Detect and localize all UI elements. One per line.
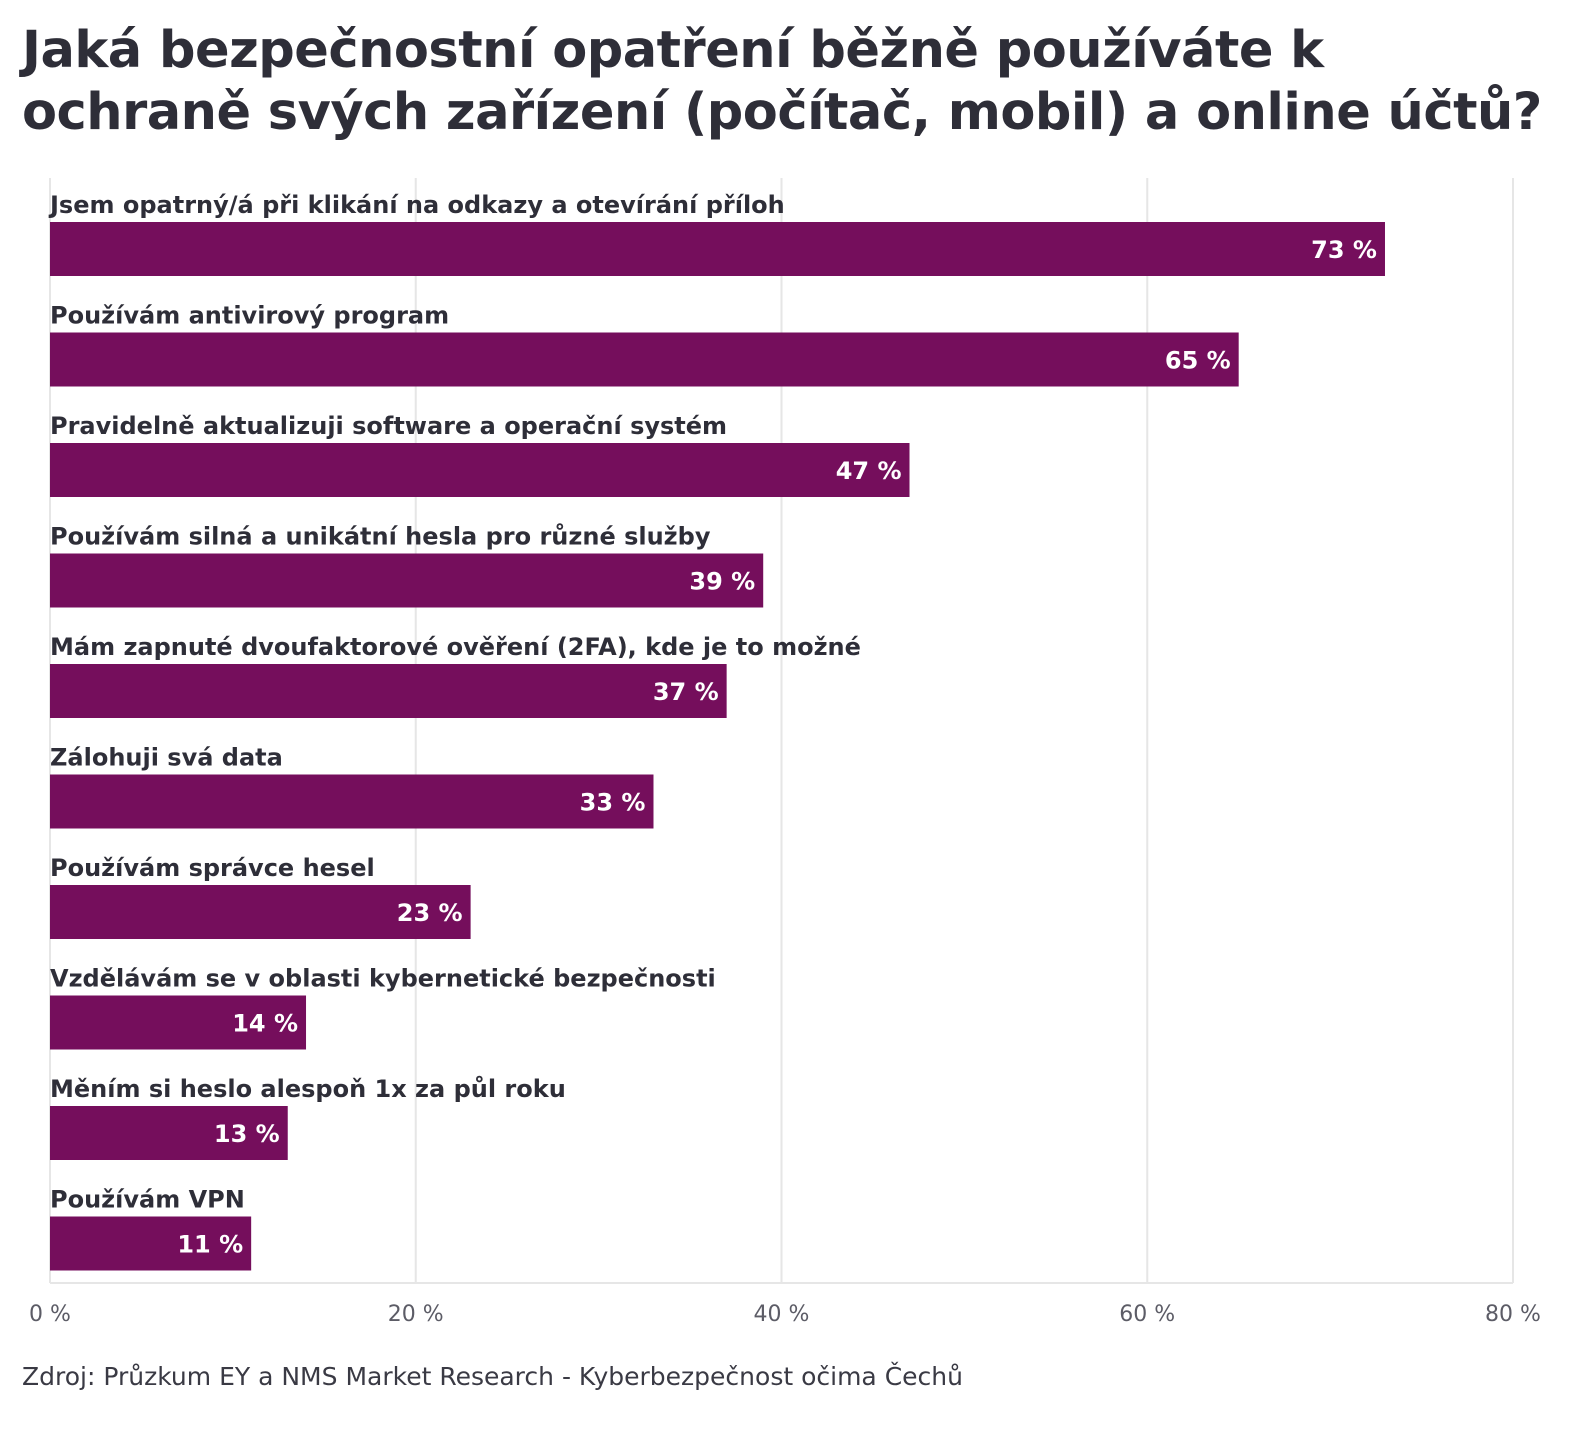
bar [50, 1106, 288, 1160]
bar [50, 885, 471, 939]
value-label: 14 % [232, 1010, 298, 1038]
x-tick-label: 40 % [754, 1302, 810, 1327]
bar [50, 995, 307, 1050]
category-label: Mám zapnuté dvoufaktorové ověření (2FA),… [50, 633, 861, 661]
x-tick-label: 20 % [388, 1302, 444, 1327]
value-label: 47 % [836, 457, 902, 485]
bar [50, 332, 1239, 387]
bar [50, 222, 1385, 276]
value-label: 33 % [580, 789, 646, 817]
bars: Jsem opatrný/á při klikání na odkazy a o… [48, 191, 1385, 1271]
source-note: Zdroj: Průzkum EY a NMS Market Research … [22, 1362, 963, 1391]
bar [50, 664, 727, 718]
bar [50, 774, 654, 829]
category-label: Používám VPN [50, 1186, 245, 1214]
bar-chart: Jsem opatrný/á při klikání na odkazy a o… [29, 178, 1541, 1327]
value-label: 65 % [1165, 347, 1231, 375]
chart-title: Jaká bezpečnostní opatření běžně používá… [22, 21, 1542, 142]
value-label: 39 % [689, 568, 755, 596]
category-label: Používám správce hesel [50, 854, 375, 882]
value-label: 23 % [397, 899, 463, 927]
bar [50, 1216, 252, 1271]
x-axis: 0 % 20 % 40 % 60 % 80 % [29, 1302, 1541, 1327]
category-label: Jsem opatrný/á při klikání na odkazy a o… [48, 191, 785, 219]
category-label: Měním si heslo alespoň 1x za půl roku [50, 1075, 566, 1103]
value-label: 37 % [653, 678, 719, 706]
bar [50, 443, 910, 497]
value-label: 13 % [214, 1120, 280, 1148]
category-label: Vzdělávám se v oblasti kybernetické bezp… [50, 965, 716, 993]
x-tick-label: 60 % [1119, 1302, 1175, 1327]
bar [50, 553, 764, 608]
value-label: 11 % [177, 1231, 243, 1259]
category-label: Používám antivirový program [50, 302, 449, 330]
category-label: Zálohuji svá data [50, 744, 283, 772]
category-label: Pravidelně aktualizuji software a operač… [50, 412, 727, 440]
x-tick-label: 0 % [29, 1302, 71, 1327]
category-label: Používám silná a unikátní hesla pro různ… [50, 523, 711, 551]
x-tick-label: 80 % [1485, 1302, 1541, 1327]
value-label: 73 % [1311, 236, 1377, 264]
